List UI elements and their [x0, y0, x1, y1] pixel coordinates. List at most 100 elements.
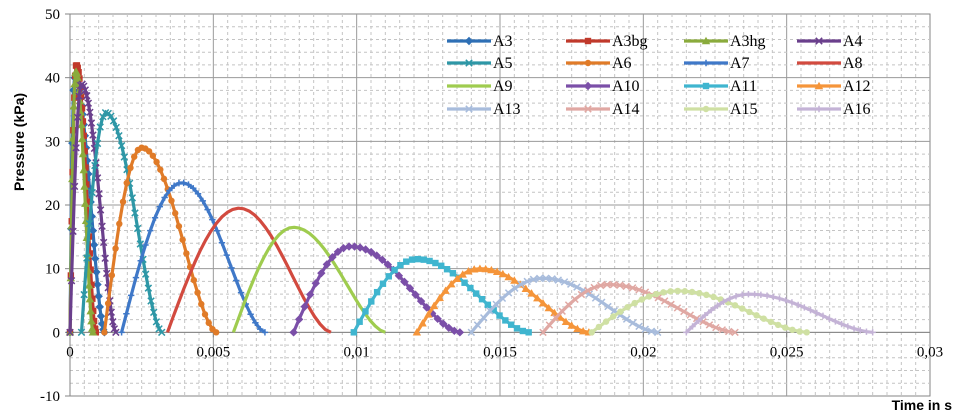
- data-point: [604, 302, 612, 311]
- data-point: [504, 289, 513, 297]
- data-point: [566, 280, 575, 288]
- data-point: [767, 318, 775, 326]
- data-point: [486, 307, 494, 315]
- data-point: [80, 182, 89, 190]
- data-point: [201, 311, 209, 318]
- data-point: [718, 326, 726, 334]
- data-point: [490, 307, 497, 314]
- series-A13: [467, 274, 662, 337]
- data-point: [683, 329, 690, 336]
- data-point: [157, 166, 164, 173]
- data-point: [89, 240, 99, 250]
- data-point: [166, 187, 173, 194]
- data-point: [328, 253, 337, 262]
- data-point: [92, 329, 99, 336]
- data-point: [91, 254, 100, 263]
- x-tick-label: 0,03: [917, 344, 943, 360]
- x-tick-label: 0,01: [344, 344, 370, 360]
- data-point: [461, 279, 468, 286]
- data-point: [788, 299, 796, 306]
- data-point: [807, 306, 814, 314]
- data-point: [418, 319, 427, 327]
- data-point: [763, 292, 771, 299]
- data-point: [69, 227, 77, 236]
- x-tick-label: 0,015: [483, 344, 517, 360]
- legend-label: A3: [493, 33, 513, 50]
- data-point: [542, 274, 550, 283]
- series-A10: [289, 242, 465, 337]
- data-point: [507, 321, 515, 328]
- data-point: [80, 82, 88, 90]
- data-point: [577, 290, 586, 299]
- data-point: [127, 292, 135, 299]
- data-point: [127, 164, 134, 172]
- data-point: [794, 301, 802, 309]
- data-point: [720, 298, 727, 305]
- data-point: [180, 179, 187, 187]
- data-point: [213, 227, 221, 234]
- data-point: [724, 327, 733, 336]
- data-point: [109, 117, 118, 125]
- data-point: [233, 277, 240, 284]
- data-point: [78, 134, 87, 143]
- data-point: [480, 314, 488, 322]
- data-point: [420, 256, 427, 263]
- data-point: [91, 325, 99, 332]
- data-point: [681, 288, 689, 295]
- series-A4: [66, 80, 120, 337]
- data-point: [467, 284, 474, 292]
- y-tick-label: 40: [45, 71, 60, 87]
- data-point: [123, 179, 130, 187]
- y-tick-label: 50: [45, 7, 60, 23]
- data-point: [306, 290, 315, 299]
- data-point: [552, 314, 560, 322]
- data-point: [689, 323, 696, 330]
- data-point: [707, 306, 715, 314]
- data-point: [502, 317, 509, 324]
- data-point: [731, 302, 739, 309]
- data-point: [137, 257, 144, 264]
- data-point: [112, 123, 120, 132]
- data-point: [481, 264, 490, 273]
- legend-item: A4: [797, 33, 863, 50]
- data-point: [373, 288, 381, 296]
- data-point: [133, 224, 142, 233]
- legend-label: A14: [612, 101, 640, 118]
- data-point: [378, 255, 387, 264]
- data-point: [714, 302, 721, 309]
- data-point: [863, 328, 870, 335]
- data-point: [362, 308, 369, 315]
- data-point: [85, 294, 95, 303]
- data-point: [439, 319, 448, 328]
- data-point: [355, 243, 365, 252]
- data-point: [475, 264, 485, 272]
- data-point: [322, 260, 332, 269]
- series-A12: [412, 264, 594, 336]
- data-point: [356, 318, 363, 325]
- data-point: [394, 271, 404, 280]
- legend-item: A3bg: [566, 33, 648, 50]
- data-point: [95, 189, 103, 198]
- data-point: [87, 324, 97, 332]
- data-point: [564, 301, 573, 309]
- legend-label: A4: [843, 33, 863, 50]
- data-point: [660, 297, 669, 305]
- data-point: [573, 283, 581, 291]
- data-point: [653, 328, 662, 337]
- data-point: [70, 182, 79, 191]
- data-point: [89, 295, 96, 302]
- data-point: [467, 328, 476, 337]
- data-point: [87, 119, 96, 127]
- legend-marker: [465, 105, 473, 113]
- data-point: [857, 327, 864, 334]
- data-point: [705, 321, 714, 329]
- data-point: [96, 206, 105, 214]
- data-point: [144, 284, 153, 292]
- x-tick-label: 0,005: [196, 344, 230, 360]
- data-point: [470, 265, 479, 273]
- data-point: [96, 311, 106, 321]
- data-point: [190, 185, 197, 192]
- data-point: [680, 307, 688, 316]
- legend-item: A13: [447, 101, 521, 118]
